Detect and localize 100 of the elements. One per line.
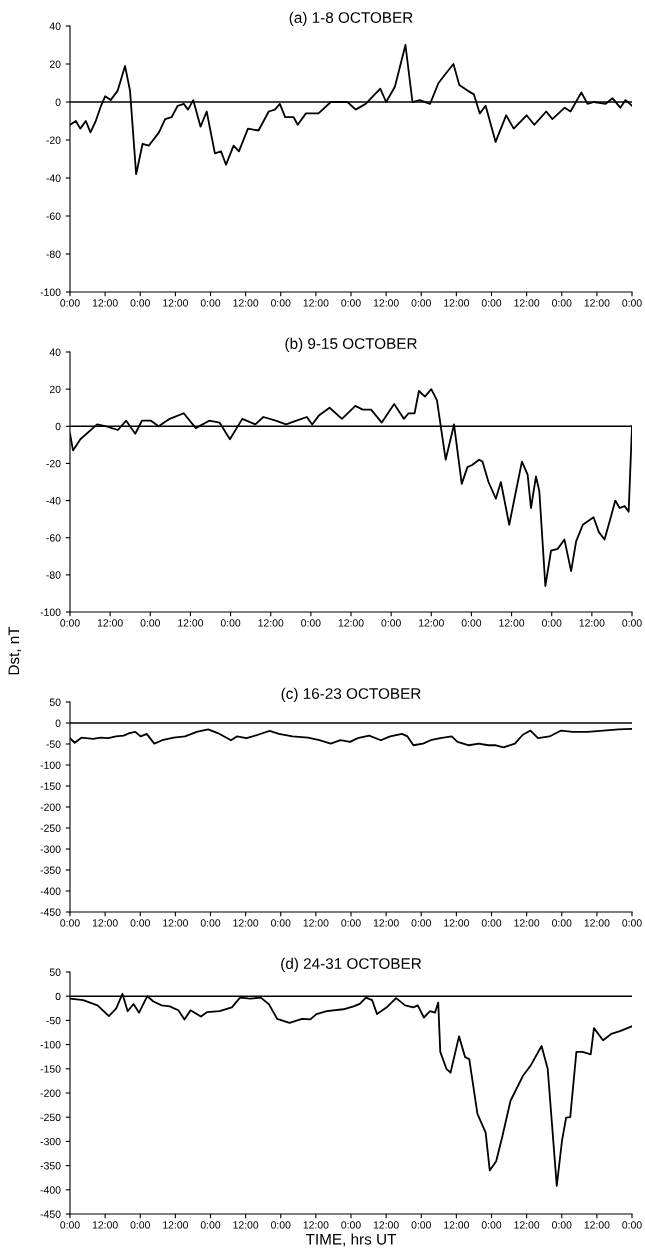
x-tick-label: 0:00 xyxy=(220,619,241,627)
y-tick-label: -200 xyxy=(40,803,61,811)
y-tick-label: -100 xyxy=(40,761,61,769)
x-tick-label: 0:00 xyxy=(481,1221,502,1229)
x-tick-label: 12:00 xyxy=(584,299,610,307)
y-tick-label: -250 xyxy=(40,824,61,832)
x-tick-label: 0:00 xyxy=(411,1221,431,1229)
x-tick-label: 12:00 xyxy=(97,619,123,627)
y-tick-label: -60 xyxy=(46,534,61,542)
y-tick-label: 20 xyxy=(49,60,61,68)
chart-title: (b) 9-15 OCTOBER xyxy=(285,337,417,352)
x-axis-title: TIME, hrs UT xyxy=(305,1233,397,1247)
x-tick-label: 12:00 xyxy=(303,1221,329,1229)
x-tick-label: 0:00 xyxy=(271,1221,291,1229)
x-tick-label: 0:00 xyxy=(461,619,482,627)
x-tick-label: 0:00 xyxy=(411,919,431,927)
y-tick-label: 0 xyxy=(55,719,61,727)
x-tick-label: 12:00 xyxy=(373,299,399,307)
x-tick-label: 12:00 xyxy=(163,1221,188,1229)
y-tick-label: -60 xyxy=(46,212,61,220)
x-tick-label: 12:00 xyxy=(233,1221,259,1229)
x-tick-label: 12:00 xyxy=(92,1221,118,1229)
y-tick-label: -20 xyxy=(46,459,61,468)
y-tick-label: -100 xyxy=(40,608,61,616)
y-tick-label: -300 xyxy=(40,845,61,853)
x-tick-label: 12:00 xyxy=(303,919,329,927)
x-tick-label: 12:00 xyxy=(92,299,118,307)
x-tick-label: 12:00 xyxy=(584,1221,610,1229)
chart-title: (d) 24-31 OCTOBER xyxy=(281,957,422,972)
x-tick-label: 0:00 xyxy=(271,919,291,927)
x-tick-label: 0:00 xyxy=(271,299,291,307)
x-tick-label: 0:00 xyxy=(130,1221,150,1229)
x-tick-label: 0:00 xyxy=(622,299,642,307)
x-tick-label: 0:00 xyxy=(130,919,150,927)
y-tick-label: -150 xyxy=(40,782,61,790)
x-tick-label: 0:00 xyxy=(60,1221,80,1229)
x-tick-label: 0:00 xyxy=(60,299,80,307)
x-tick-label: 0:00 xyxy=(341,1221,361,1229)
x-tick-label: 12:00 xyxy=(499,619,525,627)
x-tick-label: 0:00 xyxy=(140,619,161,627)
x-tick-label: 0:00 xyxy=(301,619,321,627)
y-tick-label: -350 xyxy=(40,1162,61,1170)
x-tick-label: 0:00 xyxy=(341,919,361,927)
x-tick-label: 12:00 xyxy=(584,919,610,927)
y-tick-label: 50 xyxy=(49,698,61,706)
x-tick-label: 0:00 xyxy=(200,299,221,307)
y-tick-label: -100 xyxy=(40,1041,61,1049)
x-tick-label: 0:00 xyxy=(481,299,502,307)
y-tick-label: -250 xyxy=(40,1113,61,1122)
x-tick-label: 0:00 xyxy=(481,919,502,927)
x-tick-label: 12:00 xyxy=(514,919,540,927)
x-tick-label: 12:00 xyxy=(163,919,188,927)
y-axis-title: Dst, nT xyxy=(8,626,22,675)
y-tick-label: -50 xyxy=(46,740,61,748)
x-tick-label: 12:00 xyxy=(444,1221,469,1229)
y-tick-label: -200 xyxy=(40,1089,61,1097)
x-tick-label: 12:00 xyxy=(163,299,188,307)
y-tick-label: -50 xyxy=(46,1016,61,1025)
x-tick-label: 0:00 xyxy=(622,1221,642,1229)
x-tick-label: 0:00 xyxy=(381,619,401,627)
x-tick-label: 12:00 xyxy=(338,619,364,627)
y-tick-label: -300 xyxy=(40,1137,61,1146)
x-tick-label: 0:00 xyxy=(60,919,80,927)
x-tick-label: 0:00 xyxy=(552,299,572,307)
y-tick-label: -20 xyxy=(46,136,61,144)
x-tick-label: 12:00 xyxy=(92,919,118,927)
x-tick-label: 0:00 xyxy=(200,1221,221,1229)
y-tick-label: 50 xyxy=(49,968,61,976)
x-tick-label: 12:00 xyxy=(514,1221,540,1229)
y-tick-label: 40 xyxy=(49,22,61,30)
x-tick-label: 12:00 xyxy=(444,299,469,307)
y-tick-label: -400 xyxy=(40,1186,61,1194)
y-tick-label: 0 xyxy=(55,992,61,1001)
x-tick-label: 12:00 xyxy=(373,1221,399,1229)
y-tick-label: 40 xyxy=(49,348,61,356)
x-tick-label: 0:00 xyxy=(622,919,642,927)
y-tick-label: -80 xyxy=(46,250,61,258)
x-tick-label: 12:00 xyxy=(444,919,469,927)
x-tick-label: 0:00 xyxy=(411,299,431,307)
y-tick-label: -400 xyxy=(40,887,61,895)
x-tick-label: 12:00 xyxy=(233,919,259,927)
y-tick-label: -40 xyxy=(46,497,61,505)
x-tick-label: 12:00 xyxy=(419,619,444,627)
x-tick-label: 0:00 xyxy=(541,619,562,627)
x-tick-label: 0:00 xyxy=(60,619,80,627)
y-tick-label: -100 xyxy=(40,288,61,296)
x-tick-label: 0:00 xyxy=(552,919,572,927)
y-tick-label: -450 xyxy=(40,908,61,916)
x-tick-label: 0:00 xyxy=(130,299,150,307)
x-tick-label: 12:00 xyxy=(514,299,540,307)
chart-title: (a) 1-8 OCTOBER xyxy=(289,11,413,26)
x-tick-label: 0:00 xyxy=(552,1221,572,1229)
y-tick-label: 0 xyxy=(55,422,61,431)
y-tick-label: -450 xyxy=(40,1210,61,1218)
x-tick-label: 0:00 xyxy=(341,299,361,307)
x-tick-label: 12:00 xyxy=(579,619,605,627)
y-tick-label: -80 xyxy=(46,571,61,579)
y-tick-label: 0 xyxy=(55,98,61,106)
y-tick-label: -40 xyxy=(46,174,61,182)
x-tick-label: 12:00 xyxy=(303,299,329,307)
